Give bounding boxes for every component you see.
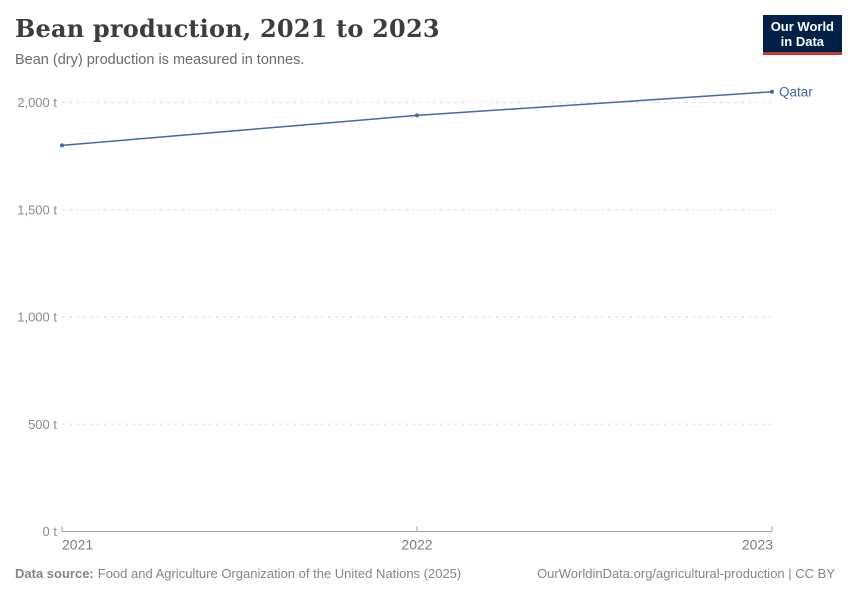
footer-link[interactable]: OurWorldinData.org/agricultural-producti… <box>537 566 835 581</box>
x-tick-label: 2022 <box>401 537 432 553</box>
x-tick-label: 2021 <box>62 537 93 553</box>
line-chart: 0 t 500 t 1,000 t 1,500 t 2,000 t 2021 2022 202… <box>17 85 813 553</box>
y-tick-label: 2,000 t <box>17 95 57 110</box>
data-source-text: Food and Agriculture Organization of the… <box>97 566 462 581</box>
owid-logo-line2: in Data <box>780 34 825 49</box>
page-title: Bean production, 2021 to 2023 <box>15 14 440 43</box>
data-point[interactable] <box>415 113 419 118</box>
data-source: Data source: Food and Agriculture Organiz… <box>15 566 461 581</box>
chart-subtitle: Bean (dry) production is measured in ton… <box>15 52 305 68</box>
data-source-label: Data source: <box>15 566 94 581</box>
series-line[interactable] <box>61 91 773 147</box>
y-tick-label: 500 t <box>28 417 57 432</box>
data-point[interactable] <box>770 89 774 94</box>
x-tick-label: 2023 <box>742 537 773 553</box>
owid-logo[interactable]: Our World in Data <box>762 15 842 55</box>
y-tick-label: 1,500 t <box>17 202 57 217</box>
y-tick-label: 0 t <box>43 524 58 539</box>
y-tick-label: 1,000 t <box>17 310 57 325</box>
chart-footer: Data source: Food and Agriculture Organiz… <box>15 566 835 581</box>
data-point[interactable] <box>60 143 64 148</box>
owid-logo-line1: Our World <box>770 19 834 34</box>
series-label[interactable]: Qatar <box>779 85 813 99</box>
